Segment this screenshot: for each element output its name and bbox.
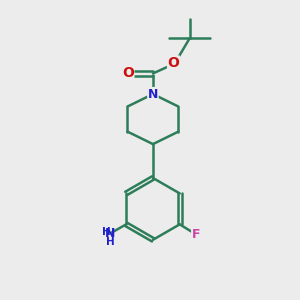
Text: O: O — [122, 66, 134, 80]
Text: F: F — [192, 228, 200, 241]
Text: H: H — [102, 227, 111, 237]
Text: N: N — [148, 88, 158, 100]
Text: O: O — [168, 56, 179, 70]
Text: H: H — [106, 237, 114, 247]
Text: N: N — [105, 227, 115, 240]
